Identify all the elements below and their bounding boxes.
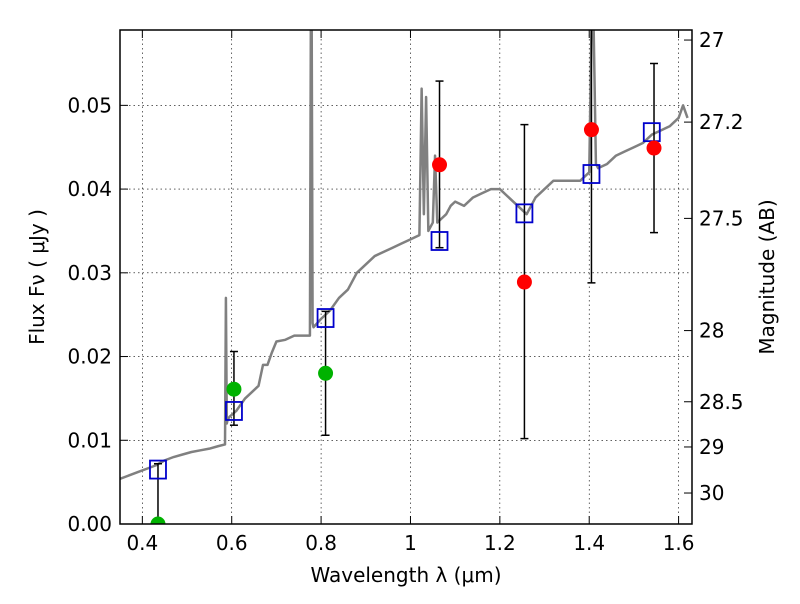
y-tick-label: 0.03 — [67, 261, 112, 285]
model-sed-line — [120, 30, 689, 480]
y-tick-label: 0.05 — [67, 93, 112, 117]
x-tick-label: 1.4 — [573, 531, 605, 555]
observed-flux-point — [432, 157, 448, 173]
right-tick-label: 28 — [699, 319, 724, 343]
axis-ticks: 0.4 0.6 0.8 1 1.2 1.4 1.6 0.00 0.01 0.02 0.03 0.04 0… — [67, 28, 743, 555]
y-tick-label: 0.02 — [67, 345, 112, 369]
x-tick-label: 1.6 — [663, 531, 695, 555]
model-photometry-point — [149, 459, 167, 480]
x-tick-label: 0.8 — [305, 531, 337, 555]
x-tick-label: 0.6 — [216, 531, 248, 555]
y-tick-label: 0.00 — [67, 512, 112, 536]
y-axis-label: Flux Fν ( μJy ) — [25, 209, 49, 345]
observed-flux-point — [226, 381, 242, 397]
plot-frame — [119, 29, 693, 525]
right-tick-label: 27.2 — [699, 110, 744, 134]
x-tick-label: 1 — [404, 531, 417, 555]
model-photometry-point — [316, 308, 335, 328]
observed-flux-point — [150, 516, 166, 524]
right-tick-label: 29 — [699, 435, 724, 459]
y-tick-label: 0.04 — [67, 177, 112, 201]
model-photometry-point — [225, 401, 243, 421]
right-axis-label: Magnitude (AB) — [755, 199, 779, 354]
observed-flux-point — [583, 122, 599, 138]
model-photometry-point — [430, 231, 449, 251]
y-tick-label: 0.01 — [67, 428, 112, 452]
model-photometry-point — [515, 203, 534, 224]
right-tick-label: 27.5 — [699, 206, 744, 230]
right-tick-label: 27 — [699, 28, 724, 52]
x-tick-label: 0.4 — [126, 531, 158, 555]
observed-flux-point — [318, 365, 334, 381]
observed-flux-point — [516, 274, 532, 290]
x-tick-label: 1.2 — [484, 531, 516, 555]
observed-flux-point — [646, 140, 662, 156]
x-axis-label: Wavelength λ (μm) — [310, 563, 501, 587]
model-photometry-point — [582, 164, 601, 184]
right-tick-label: 28.5 — [699, 390, 744, 414]
right-tick-label: 30 — [699, 481, 724, 505]
